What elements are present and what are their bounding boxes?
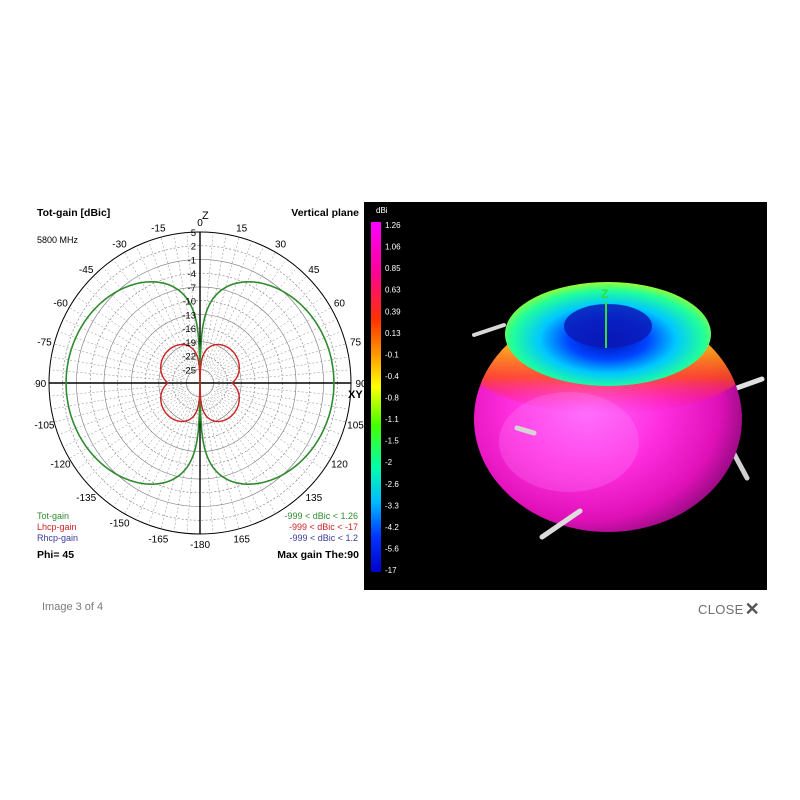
angle-tick-label: 135 [306, 493, 323, 504]
dimple-center [564, 304, 652, 348]
polar-title: Tot-gain [dBic] [37, 207, 110, 219]
polar-plot-panel: 5 2 -1 -4 -7 -10 -13 -16 -19 -22 -25 0 15 30 45 60 75 90… [34, 202, 364, 590]
scale-unit-label: dBi [376, 206, 388, 215]
scale-tick-label: 0.85 [385, 264, 401, 273]
close-label: CLOSE [698, 602, 744, 617]
scale-tick-label: -4.2 [385, 523, 399, 532]
radiation-pattern-3d: dBi 1.26 1.06 0.85 0.63 0.39 0.13 -0.1 -0.4 -0.8… [371, 206, 765, 575]
scale-tick-label: -5.6 [385, 544, 399, 553]
angle-labels: 0 153045607590105120135165-180-165-135-12… [34, 218, 364, 551]
scale-tick-label: -3.3 [385, 501, 399, 510]
angle-tick-label: 90 [355, 379, 364, 390]
xy-axis-label: XY [348, 389, 363, 401]
angle-tick-label: 60 [334, 299, 346, 310]
z-axis-3d-label: Z [601, 287, 608, 301]
angle-tick-label: 75 [350, 337, 362, 348]
radiation-pattern-3d-panel: dBi 1.26 1.06 0.85 0.63 0.39 0.13 -0.1 -0.4 -0.8… [364, 202, 767, 590]
scale-tick-label: 0.39 [385, 307, 401, 316]
polar-plot: 5 2 -1 -4 -7 -10 -13 -16 -19 -22 -25 0 15 30 45 60 75 90… [34, 207, 364, 561]
radial-tick-label: -10 [182, 297, 196, 308]
scale-tick-label: -2.6 [385, 480, 399, 489]
z-axis: Z [601, 287, 608, 348]
angle-tick-label: 15 [236, 223, 248, 234]
angle-tick-label: 120 [331, 460, 348, 471]
radial-labels: 5 2 -1 -4 -7 -10 -13 -16 -19 -22 -25 [182, 228, 196, 376]
legend-rhcp-gain-range: -999 < dBic < 1.2 [289, 533, 358, 543]
angle-tick-label: -105 [34, 421, 54, 432]
scale-tick-label: 1.26 [385, 221, 401, 230]
max-gain-label: Max gain The:90 [277, 549, 359, 561]
radial-tick-label: -16 [182, 324, 196, 335]
angle-tick-label: -30 [112, 240, 127, 251]
angle-tick-label: 30 [275, 240, 287, 251]
angle-tick-label: 45 [308, 265, 320, 276]
scale-tick-label: 0.63 [385, 286, 401, 295]
angle-tick-label: -90 [34, 379, 47, 390]
rod-bottom [539, 508, 583, 540]
legend: Tot-gain Lhcp-gain Rhcp-gain -999 < dBic… [37, 511, 358, 543]
dipole-rods-front [514, 425, 583, 540]
rod-left-top [472, 323, 506, 337]
scale-tick-label: -0.8 [385, 394, 399, 403]
radial-tick-label: -7 [188, 283, 196, 294]
close-button[interactable]: CLOSE ✕ [698, 599, 760, 619]
pattern-body [474, 282, 742, 532]
radial-tick-label: -25 [182, 365, 196, 376]
legend-tot-gain-range: -999 < dBic < 1.26 [284, 511, 358, 521]
scale-tick-label: 0.13 [385, 329, 401, 338]
angle-tick-label: -75 [37, 337, 52, 348]
phi-label: Phi= 45 [37, 549, 74, 561]
radial-tick-label: 2 [191, 242, 196, 253]
radial-tick-label: -22 [182, 352, 196, 363]
scale-tick-label: -0.4 [385, 372, 399, 381]
scale-tick-label: -1.5 [385, 437, 399, 446]
radial-tick-label: -1 [188, 255, 196, 266]
angle-tick-label: -15 [151, 223, 166, 234]
angle-tick-label: -180 [190, 540, 210, 551]
angle-tick-label: -165 [148, 535, 168, 546]
angle-tick-label: -45 [79, 265, 94, 276]
color-scale-labels: 1.26 1.06 0.85 0.63 0.39 0.13 -0.1 -0.4 -0.8 -1.1… [385, 221, 401, 575]
radial-tick-label: -13 [182, 310, 196, 321]
angle-tick-label: -60 [53, 299, 68, 310]
polar-curves [65, 281, 335, 485]
legend-lhcp-gain: Lhcp-gain [37, 522, 77, 532]
highlight [499, 392, 639, 492]
scale-tick-label: -1.1 [385, 415, 399, 424]
legend-tot-gain: Tot-gain [37, 511, 69, 521]
color-scale-bar [371, 222, 381, 572]
plane-label: Vertical plane [291, 207, 359, 219]
scale-tick-label: 1.06 [385, 243, 401, 252]
angle-tick-label: 105 [347, 421, 364, 432]
scale-tick-label: -17 [385, 566, 397, 575]
angle-tick-label: -135 [76, 493, 96, 504]
scale-tick-label: -2 [385, 458, 393, 467]
angle-tick-label: 0 [197, 218, 203, 229]
angle-tick-label: -150 [109, 518, 129, 529]
rod-left-mid [514, 425, 537, 436]
z-axis-label: Z [202, 210, 209, 222]
angle-tick-label: -120 [51, 460, 71, 471]
radial-tick-label: -19 [182, 338, 196, 349]
legend-rhcp-gain: Rhcp-gain [37, 533, 78, 543]
close-icon: ✕ [744, 599, 760, 619]
frequency-label: 5800 MHz [37, 235, 79, 245]
scale-tick-label: -0.1 [385, 350, 399, 359]
radial-tick-label: -4 [188, 269, 196, 280]
radial-tick-label: 5 [191, 228, 196, 239]
lhcp-gain-curve [160, 343, 240, 423]
angle-tick-label: 165 [233, 535, 250, 546]
legend-lhcp-gain-range: -999 < dBic < -17 [289, 522, 358, 532]
image-counter: Image 3 of 4 [42, 601, 104, 613]
